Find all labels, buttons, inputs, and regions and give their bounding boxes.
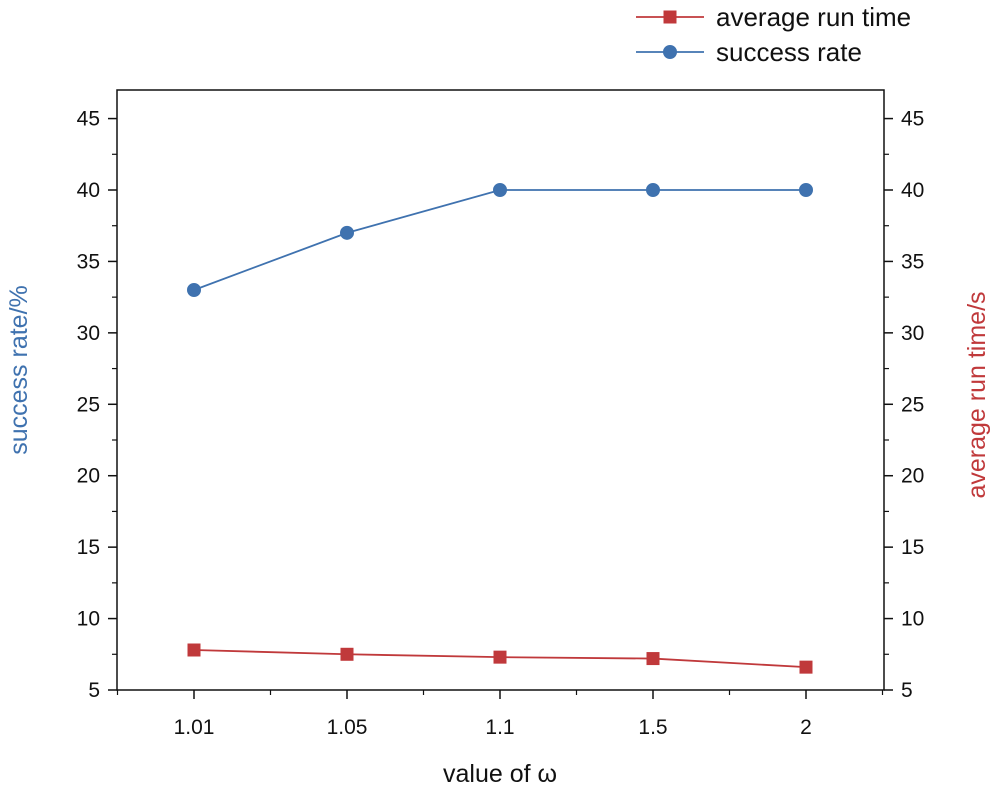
y-right-tick-label: 35 xyxy=(901,250,924,273)
series xyxy=(187,183,813,674)
axes xyxy=(116,89,885,691)
legend-label: success rate xyxy=(716,37,862,67)
y-right-tick-label: 25 xyxy=(901,393,924,416)
x-tick-label: 1.5 xyxy=(638,716,667,739)
y-right-tick-label: 20 xyxy=(901,465,924,488)
y-right-tick-label: 15 xyxy=(901,536,924,559)
legend: average run time success rate xyxy=(636,2,911,67)
y-left-tick-label: 35 xyxy=(77,250,100,273)
y-left-tick-label: 30 xyxy=(77,322,100,345)
y-axis-left-title: success rate/% xyxy=(5,285,33,455)
y-left-tick-label: 10 xyxy=(77,608,100,631)
x-tick-label: 1.05 xyxy=(327,716,368,739)
legend-marker xyxy=(663,45,677,59)
series-line xyxy=(193,189,806,291)
y-left-tick-label: 45 xyxy=(77,108,100,131)
data-point xyxy=(799,660,813,674)
data-point xyxy=(646,652,660,666)
data-point xyxy=(340,647,354,661)
data-point xyxy=(187,643,201,657)
y-right-tick-label: 45 xyxy=(901,108,924,131)
ticks: 5 5 10 10 15 15 20 20 25 25 30 30 35 35 40 40 45 45 1.01 1.… xyxy=(77,108,925,739)
y-left-tick-label: 5 xyxy=(88,679,100,702)
data-point xyxy=(493,183,507,197)
data-point xyxy=(187,283,201,297)
series-0 xyxy=(187,643,813,674)
legend-marker xyxy=(663,10,677,24)
plot-frame xyxy=(116,89,885,691)
x-axis-title: value of ω xyxy=(443,760,557,787)
data-point xyxy=(493,650,507,664)
data-point xyxy=(646,183,660,197)
y-right-tick-label: 5 xyxy=(901,679,913,702)
y-axis-right-title: average run time/s xyxy=(963,291,991,498)
x-tick-label: 2 xyxy=(800,716,812,739)
x-tick-label: 1.1 xyxy=(485,716,514,739)
y-left-tick-label: 15 xyxy=(77,536,100,559)
legend-label: average run time xyxy=(716,2,911,32)
y-right-tick-label: 30 xyxy=(901,322,924,345)
series-1 xyxy=(187,183,813,297)
data-point xyxy=(799,183,813,197)
y-right-tick-label: 10 xyxy=(901,608,924,631)
y-right-tick-label: 40 xyxy=(901,179,924,202)
y-left-tick-label: 40 xyxy=(77,179,100,202)
legend-entry: success rate xyxy=(636,37,862,67)
y-left-tick-label: 25 xyxy=(77,393,100,416)
x-tick-label: 1.01 xyxy=(174,716,215,739)
y-left-tick-label: 20 xyxy=(77,465,100,488)
data-point xyxy=(340,225,354,240)
legend-entry: average run time xyxy=(636,2,911,32)
